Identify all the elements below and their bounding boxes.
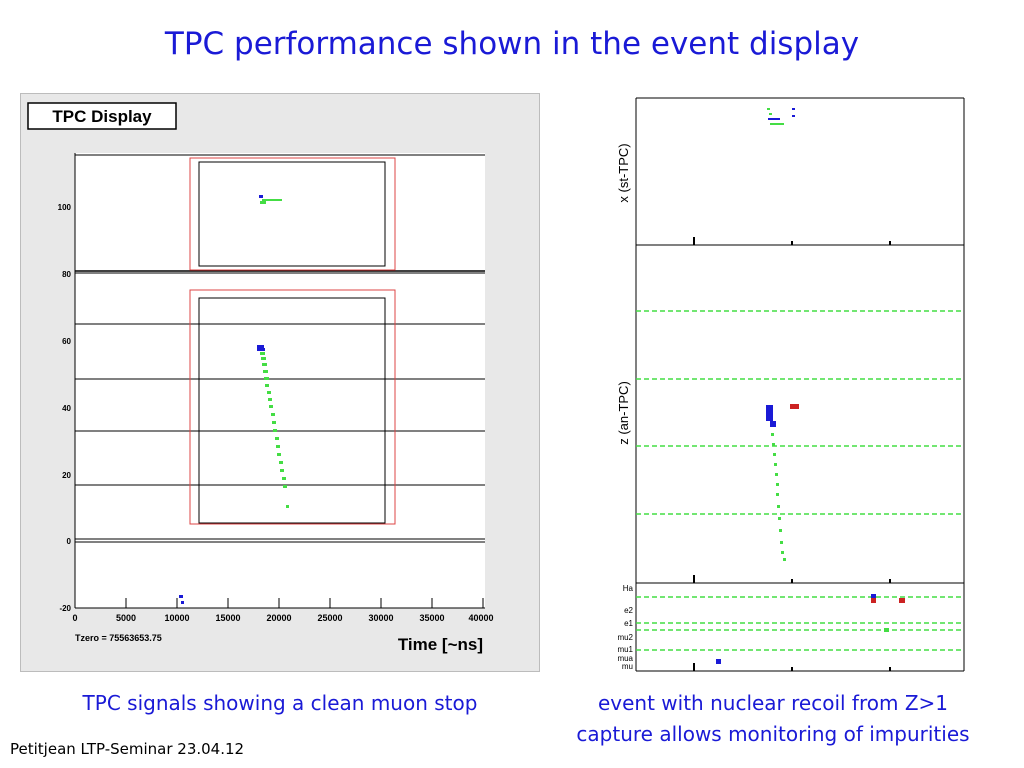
x-tick-label: 40000 — [468, 613, 493, 623]
y-tick-label: 0 — [67, 537, 72, 546]
bottom-label: mu — [622, 662, 633, 671]
anode-track — [257, 345, 289, 508]
bottom-label: e1 — [624, 619, 633, 628]
recoil-display-canvas: x (st-TPC) z (an-TPC) — [600, 93, 980, 673]
x-strip-hits — [767, 108, 795, 125]
caption-right: event with nuclear recoil from Z>1 captu… — [528, 688, 1018, 750]
y-tick-label: 20 — [62, 471, 71, 480]
x-tick-label: 0 — [72, 613, 77, 623]
bottom-label: mu2 — [617, 633, 633, 642]
x-tick-label: 35000 — [419, 613, 444, 623]
strip-hits — [259, 195, 282, 204]
caption-right-line-2: capture allows monitoring of impurities — [576, 722, 970, 746]
x-tick-label: 20000 — [266, 613, 291, 623]
y-tick-label: -20 — [59, 604, 71, 613]
slide-title: TPC performance shown in the event displ… — [164, 26, 860, 62]
bottom-label: e2 — [624, 606, 633, 615]
x-st-tpc-label: x (st-TPC) — [616, 143, 631, 202]
tpc-display-panel: TPC Display 100 80 60 40 20 0 -20 0 5000 — [19, 92, 541, 673]
y-tick-label: 40 — [62, 404, 71, 413]
y-tick-label: 60 — [62, 337, 71, 346]
bottom-label: Ha — [623, 584, 634, 593]
x-tick-label: 5000 — [116, 613, 136, 623]
tpc-display-title-box — [27, 102, 177, 130]
z-anode-hits — [766, 404, 799, 561]
caption-left: TPC signals showing a clean muon stop — [82, 691, 478, 715]
z-an-tpc-label: z (an-TPC) — [616, 381, 631, 445]
caption-right-line-1: event with nuclear recoil from Z>1 — [597, 691, 949, 715]
x-tick-label: 15000 — [215, 613, 240, 623]
bottom-label: mu1 — [617, 645, 633, 654]
y-tick-label: 100 — [58, 203, 72, 212]
tpc-display-canvas: TPC Display 100 80 60 40 20 0 -20 0 5000 — [19, 92, 541, 673]
x-tick-label: 10000 — [164, 613, 189, 623]
y-tick-label: 80 — [62, 270, 71, 279]
tzero-label: Tzero = 75563653.75 — [75, 633, 162, 643]
recoil-display-panel: x (st-TPC) z (an-TPC) — [600, 93, 980, 673]
x-tick-label: 25000 — [317, 613, 342, 623]
footer: Petitjean LTP-Seminar 23.04.12 — [10, 740, 245, 758]
tpc-display-title: TPC Display — [52, 107, 152, 126]
x-tick-label: 30000 — [368, 613, 393, 623]
bottom-label: mua — [617, 654, 633, 663]
x-axis-title: Time [~ns] — [398, 635, 483, 654]
